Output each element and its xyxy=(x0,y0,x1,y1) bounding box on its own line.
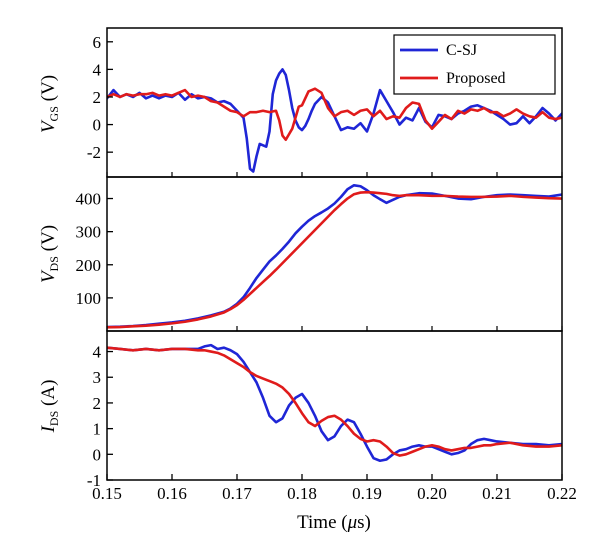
legend-label-proposed: Proposed xyxy=(446,70,506,87)
ytick-label-vds-0: 100 xyxy=(76,289,102,308)
ytick-label-ids-4: 3 xyxy=(93,368,102,387)
x-axis: 0.15 0.16 0.17 0.18 0.19 0.20 0.21 0.22 xyxy=(92,474,577,503)
ytick-label-ids-2: 1 xyxy=(93,420,102,439)
ytick-label-vgs-2: 2 xyxy=(93,88,102,107)
xtick-label-1: 0.16 xyxy=(157,484,187,503)
series-vds-c-sj xyxy=(107,183,562,329)
ytick-label-vds-3: 400 xyxy=(76,190,102,209)
xtick-label-6: 0.21 xyxy=(482,484,512,503)
ylabel-ids: IDS (A) xyxy=(38,380,61,434)
xtick-label-4: 0.19 xyxy=(352,484,382,503)
series-vds-proposed xyxy=(107,190,562,329)
ytick-label-vgs-3: 4 xyxy=(93,60,102,79)
panel-ids: -1 0 1 2 3 4 IDS (A) xyxy=(38,330,563,490)
series-ids-proposed xyxy=(107,346,562,457)
ylabel-vds: VDS (V) xyxy=(38,225,61,283)
panel-vgs: -2 0 2 4 6 VGS (V) xyxy=(38,27,563,178)
plot-frame-ids xyxy=(106,330,563,481)
plot-frame-vds xyxy=(106,176,563,332)
xtick-label-5: 0.20 xyxy=(417,484,447,503)
xlabel: Time (μs) xyxy=(297,512,371,533)
ytick-label-vds-2: 300 xyxy=(76,223,102,242)
ylabel-vgs: VGS (V) xyxy=(38,75,61,133)
legend: C-SJ Proposed xyxy=(393,34,556,95)
ytick-label-vgs-0: -2 xyxy=(87,143,101,162)
xtick-label-0: 0.15 xyxy=(92,484,122,503)
xtick-label-2: 0.17 xyxy=(222,484,252,503)
series-vgs-proposed xyxy=(107,87,562,142)
legend-box xyxy=(393,34,556,95)
xtick-label-7: 0.22 xyxy=(547,484,577,503)
panel-vds: 100 200 300 400 VDS (V) xyxy=(38,176,563,332)
ytick-label-vgs-4: 6 xyxy=(93,33,102,52)
ytick-label-ids-5: 4 xyxy=(93,343,102,362)
ytick-label-vds-1: 200 xyxy=(76,256,102,275)
ytick-label-ids-0: -1 xyxy=(87,471,101,490)
xtick-label-3: 0.18 xyxy=(287,484,317,503)
ytick-label-ids-1: 0 xyxy=(93,445,102,464)
legend-label-csj: C-SJ xyxy=(446,42,477,59)
ytick-label-ids-3: 2 xyxy=(93,394,102,413)
ytick-label-vgs-1: 0 xyxy=(93,116,102,135)
